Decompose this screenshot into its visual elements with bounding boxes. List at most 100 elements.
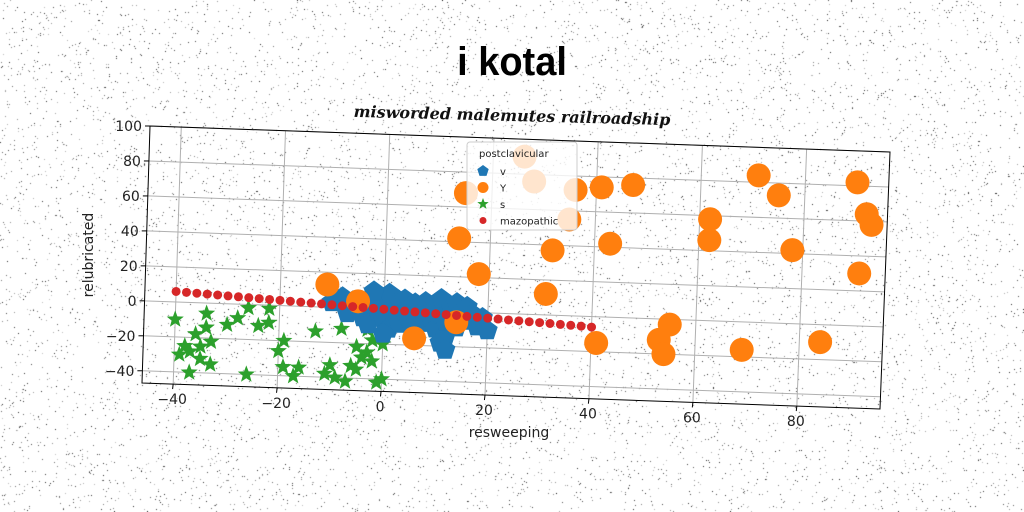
data-point bbox=[780, 238, 805, 263]
data-point bbox=[555, 319, 565, 329]
data-point bbox=[584, 330, 609, 355]
x-tick-mark bbox=[691, 402, 694, 408]
legend-box bbox=[466, 141, 578, 231]
x-tick-label: 20 bbox=[475, 403, 493, 419]
data-point bbox=[327, 300, 337, 310]
data-point bbox=[587, 322, 597, 332]
data-point bbox=[441, 310, 451, 320]
legend-entry: v bbox=[500, 167, 506, 178]
data-point bbox=[348, 302, 358, 312]
y-grid-line bbox=[142, 370, 881, 398]
data-point bbox=[275, 295, 285, 305]
data-point bbox=[233, 292, 243, 302]
data-point bbox=[372, 370, 390, 387]
series-Y bbox=[315, 144, 884, 367]
data-point bbox=[239, 299, 257, 316]
data-point bbox=[352, 348, 370, 365]
legend-marker bbox=[477, 198, 489, 209]
data-point bbox=[337, 301, 347, 311]
data-point bbox=[540, 238, 565, 263]
legend-marker bbox=[479, 217, 487, 224]
data-point bbox=[452, 310, 462, 320]
y-tick-label: 0 bbox=[128, 294, 137, 310]
data-point bbox=[347, 360, 365, 377]
data-point bbox=[265, 294, 275, 304]
data-point bbox=[223, 291, 233, 301]
y-tick-label: 80 bbox=[123, 154, 141, 170]
data-point bbox=[275, 331, 293, 348]
data-point bbox=[260, 299, 278, 316]
axes-frame bbox=[141, 125, 891, 410]
data-point bbox=[472, 312, 482, 322]
page-title: i kotal bbox=[457, 40, 567, 84]
x-tick-mark bbox=[795, 406, 798, 412]
data-point bbox=[651, 342, 676, 367]
data-point bbox=[400, 306, 410, 316]
data-point bbox=[348, 337, 366, 355]
x-tick-mark bbox=[276, 387, 278, 393]
data-point bbox=[176, 337, 194, 354]
series-s bbox=[166, 299, 398, 390]
data-point bbox=[379, 304, 389, 314]
data-point bbox=[284, 367, 302, 384]
data-point bbox=[342, 356, 360, 374]
data-point bbox=[589, 175, 614, 200]
data-point bbox=[698, 207, 723, 232]
data-point bbox=[218, 315, 236, 332]
x-tick-label: −20 bbox=[261, 396, 291, 412]
x-grid-line bbox=[380, 134, 391, 392]
data-point bbox=[187, 325, 205, 342]
y-tick-label: −20 bbox=[106, 329, 136, 345]
data-point bbox=[476, 319, 498, 340]
y-grid-line bbox=[145, 265, 885, 293]
y-tick-label: 20 bbox=[120, 259, 138, 275]
y-grid-line bbox=[143, 335, 882, 363]
data-point bbox=[180, 363, 198, 380]
data-point bbox=[545, 319, 555, 329]
data-point bbox=[274, 358, 292, 375]
data-point bbox=[462, 311, 472, 321]
data-point bbox=[431, 309, 441, 319]
data-point bbox=[336, 372, 354, 389]
data-point bbox=[598, 231, 623, 256]
y-grid-line bbox=[146, 230, 886, 258]
y-tick-label: −40 bbox=[105, 364, 135, 380]
data-point bbox=[808, 330, 833, 355]
legend: postclavicular vYs mazopathic bbox=[466, 141, 578, 231]
data-point bbox=[566, 320, 576, 330]
data-point bbox=[181, 342, 199, 359]
data-point bbox=[845, 170, 870, 195]
data-point bbox=[213, 290, 223, 300]
x-axis-label: resweeping bbox=[469, 425, 550, 441]
x-tick-label: 80 bbox=[787, 414, 805, 430]
data-point bbox=[447, 226, 472, 251]
data-point bbox=[859, 212, 884, 237]
data-point bbox=[249, 316, 267, 334]
data-point bbox=[181, 287, 191, 297]
data-point bbox=[358, 343, 376, 360]
data-point bbox=[201, 355, 219, 372]
data-point bbox=[410, 307, 420, 317]
data-point bbox=[466, 262, 491, 287]
axis-ticks: −40 −20 0 20 40 60 80 −40 −20 0 20 40 60 80 100 bbox=[105, 119, 805, 430]
data-point bbox=[535, 318, 545, 328]
data-point bbox=[363, 331, 381, 348]
data-point bbox=[493, 314, 503, 324]
data-point bbox=[514, 316, 524, 326]
data-point bbox=[170, 345, 188, 362]
data-point bbox=[503, 315, 513, 325]
series-mazopathic bbox=[171, 286, 597, 332]
data-point bbox=[197, 318, 215, 335]
x-tick-label: 0 bbox=[376, 399, 385, 415]
x-tick-mark bbox=[379, 391, 382, 397]
data-point bbox=[191, 337, 209, 354]
data-point bbox=[321, 356, 339, 373]
data-point bbox=[171, 286, 181, 296]
data-point bbox=[192, 288, 202, 298]
data-point bbox=[260, 313, 278, 330]
legend-marker bbox=[477, 165, 489, 176]
x-grid-line bbox=[692, 145, 703, 403]
data-point bbox=[191, 349, 209, 367]
data-point bbox=[358, 302, 368, 312]
